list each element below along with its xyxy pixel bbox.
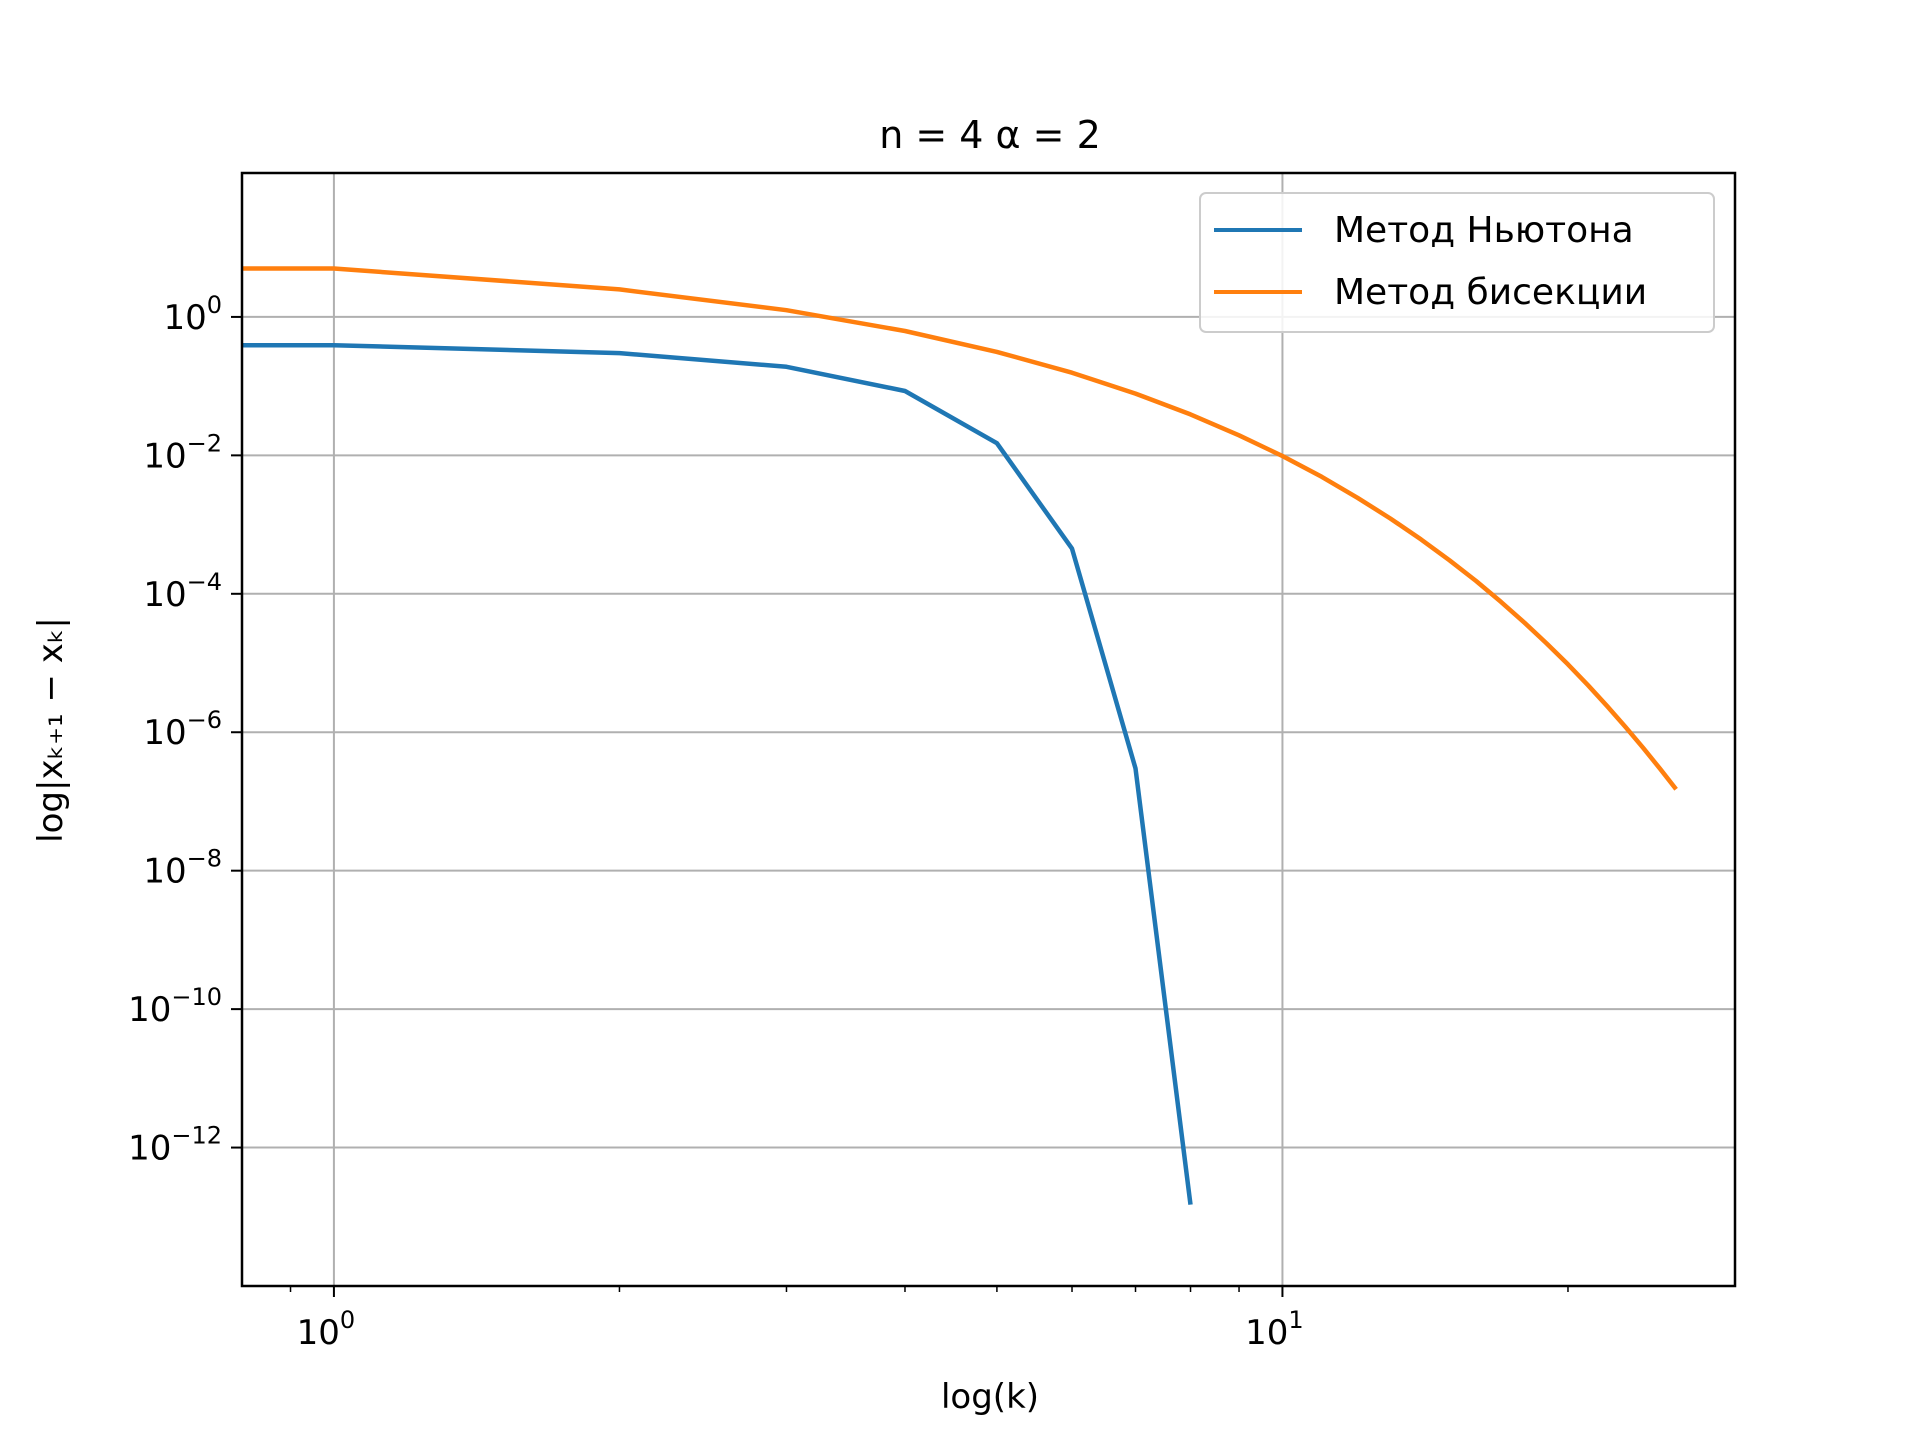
legend-label-newton: Метод Ньютона xyxy=(1334,210,1634,251)
axis-ticks: 100 101 100 10−2 10−4 10−6 10−8 10−10 10−12 xyxy=(128,291,1569,1353)
y-tick-label-1: 10−2 xyxy=(143,429,222,476)
legend: Метод Ньютона Метод бисекции xyxy=(1199,192,1715,333)
y-tick-label-4: 10−8 xyxy=(143,845,222,892)
x-tick-label-0: 100 xyxy=(297,1306,356,1353)
y-tick-label-3: 10−6 xyxy=(143,706,222,753)
y-tick-label-6: 10−12 xyxy=(128,1122,222,1169)
plot-area-frame xyxy=(240,171,1737,1288)
series-line-1 xyxy=(242,266,1678,791)
series-line-0 xyxy=(242,342,1193,1205)
series-lines xyxy=(242,266,1678,1205)
y-tick-label-0: 100 xyxy=(163,291,222,338)
grid xyxy=(242,173,1735,1286)
x-tick-label-1: 101 xyxy=(1245,1306,1304,1353)
x-axis-label: log(k) xyxy=(941,1377,1039,1417)
y-tick-label-2: 10−4 xyxy=(143,568,222,615)
legend-box xyxy=(1199,192,1715,333)
legend-label-bisection: Метод бисекции xyxy=(1334,272,1647,313)
chart-title: n = 4 α = 2 xyxy=(879,113,1101,157)
y-tick-label-5: 10−10 xyxy=(128,983,222,1030)
y-axis-label: log|xₖ₊₁ − xₖ| xyxy=(31,617,71,843)
